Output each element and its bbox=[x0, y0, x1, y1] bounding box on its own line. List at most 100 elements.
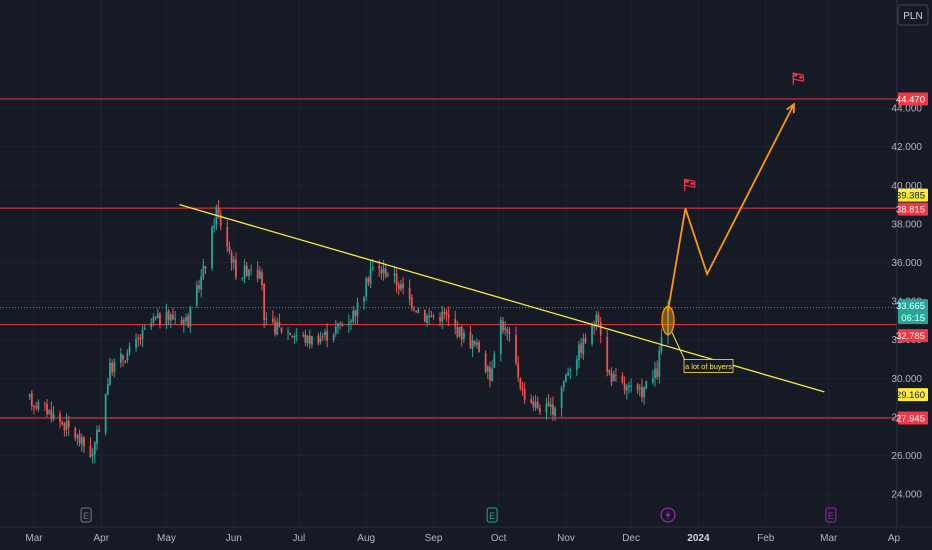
candle-body bbox=[122, 354, 124, 360]
candle-body bbox=[106, 384, 109, 395]
candle-body bbox=[667, 307, 669, 337]
candle-body bbox=[493, 353, 496, 368]
candle-body bbox=[519, 378, 522, 389]
currency-button-label[interactable]: PLN bbox=[903, 11, 922, 22]
candle-body bbox=[621, 375, 624, 383]
candle-body bbox=[417, 310, 420, 313]
candle-body bbox=[458, 327, 461, 337]
candle-body bbox=[530, 399, 533, 403]
candle-body bbox=[261, 272, 263, 286]
candle-body bbox=[28, 394, 31, 397]
candle-body bbox=[226, 227, 229, 247]
candle-body bbox=[167, 310, 170, 320]
candle-body bbox=[91, 453, 94, 457]
candle-body bbox=[658, 350, 661, 377]
candle-body bbox=[113, 362, 116, 372]
candle-body bbox=[324, 331, 326, 336]
candle-body bbox=[293, 335, 296, 338]
price-label-text: 06:15 bbox=[901, 313, 925, 324]
candle-body bbox=[415, 310, 418, 313]
x-tick-label: Oct bbox=[491, 533, 507, 544]
candle-body bbox=[460, 326, 463, 340]
x-tick-label: Jun bbox=[226, 533, 242, 544]
candle-body bbox=[119, 353, 122, 363]
candle-body bbox=[33, 405, 35, 407]
candle-body bbox=[104, 393, 107, 433]
currency-button[interactable]: PLN bbox=[897, 4, 929, 26]
time-axis[interactable]: Mar Apr May Jun Jul Aug Sep Oct Nov Dec 2024 Feb Mar… bbox=[25, 533, 900, 544]
candle-body bbox=[48, 409, 51, 414]
candle-body bbox=[52, 413, 55, 419]
price-label-box bbox=[898, 329, 928, 343]
candle-body bbox=[484, 353, 487, 372]
candle-body bbox=[578, 344, 580, 361]
candle-body bbox=[408, 287, 411, 300]
candle-body bbox=[317, 335, 320, 344]
candle-body bbox=[473, 341, 476, 345]
currency-button-box[interactable] bbox=[897, 4, 929, 26]
candle-body bbox=[230, 252, 233, 264]
target-flag-icon bbox=[684, 178, 696, 192]
candle-body bbox=[625, 386, 628, 391]
price-label-box bbox=[898, 188, 928, 202]
candle-body bbox=[476, 342, 478, 345]
candlestick-series bbox=[28, 199, 669, 464]
candle-body bbox=[274, 321, 276, 334]
candle-body bbox=[432, 315, 435, 317]
candle-body bbox=[93, 442, 96, 455]
candle-body bbox=[241, 277, 244, 279]
candle-body bbox=[150, 323, 153, 328]
candle-body bbox=[554, 408, 557, 416]
price-label-text: 33.665 bbox=[896, 301, 925, 312]
candle-body bbox=[217, 207, 220, 214]
candle-body bbox=[636, 384, 639, 391]
candle-body bbox=[441, 311, 444, 322]
candle-body bbox=[289, 332, 292, 335]
candle-body bbox=[154, 316, 157, 318]
candle-body bbox=[295, 335, 298, 337]
earnings-marker-label: E bbox=[489, 511, 495, 521]
candle-body bbox=[580, 343, 583, 353]
candle-body bbox=[454, 319, 457, 327]
candle-body bbox=[363, 297, 365, 302]
candle-body bbox=[456, 327, 459, 337]
candle-body bbox=[469, 332, 472, 348]
candle-body bbox=[369, 269, 372, 284]
y-tick-label: 38.000 bbox=[891, 219, 922, 230]
candle-body bbox=[384, 268, 387, 277]
candle-body bbox=[549, 404, 552, 408]
candle-body bbox=[565, 374, 567, 382]
candle-body bbox=[80, 437, 83, 445]
candle-body bbox=[319, 337, 322, 343]
candle-body bbox=[250, 269, 253, 271]
candle-body bbox=[135, 338, 137, 348]
x-tick-label: Aug bbox=[357, 533, 375, 544]
callout-box bbox=[683, 359, 734, 373]
candle-body bbox=[545, 403, 548, 413]
candle-body bbox=[445, 312, 448, 315]
callout-leader bbox=[671, 332, 686, 361]
candle-body bbox=[65, 420, 68, 430]
candle-body bbox=[185, 317, 187, 322]
candle-body bbox=[547, 402, 550, 406]
candle-body bbox=[311, 336, 313, 345]
candle-body bbox=[211, 226, 213, 269]
candle-body bbox=[189, 306, 192, 327]
flag-check bbox=[690, 182, 694, 185]
candle-body bbox=[256, 269, 259, 279]
candle-body bbox=[89, 445, 92, 457]
candle-body bbox=[491, 368, 494, 382]
candle-body bbox=[332, 334, 335, 340]
candle-body bbox=[489, 366, 491, 381]
candle-body bbox=[630, 385, 633, 387]
candle-body bbox=[610, 373, 613, 383]
earnings-marker-icon bbox=[80, 507, 92, 523]
candle-body bbox=[180, 319, 183, 324]
candle-body bbox=[156, 313, 159, 318]
projection-arrowhead bbox=[786, 102, 795, 114]
candle-body bbox=[278, 322, 281, 327]
price-label-text: 32.785 bbox=[896, 331, 925, 342]
x-tick-label: 2024 bbox=[687, 533, 710, 544]
